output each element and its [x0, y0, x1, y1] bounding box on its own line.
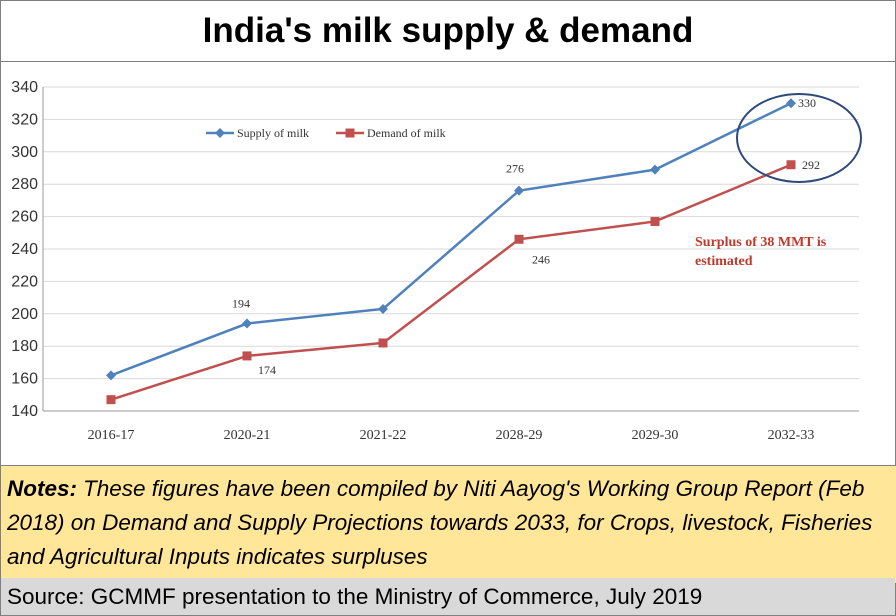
legend-marker: [345, 128, 355, 138]
x-tick-label: 2028-29: [496, 428, 543, 443]
source-line: Source: GCMMF presentation to the Minist…: [1, 578, 895, 615]
notes-box: Notes: These figures have been compiled b…: [1, 465, 896, 584]
data-label: 330: [798, 96, 816, 110]
data-point: [514, 234, 524, 244]
series-line-supply: [110, 102, 792, 377]
x-tick-label: 2020-21: [224, 428, 271, 443]
data-label: 292: [802, 158, 820, 172]
annotation-text: Surplus of 38 MMT is: [695, 235, 827, 250]
highlight-ellipse: [736, 92, 862, 183]
y-tick-label: 260: [11, 209, 38, 226]
y-tick-label: 280: [11, 176, 38, 193]
data-point: [514, 185, 524, 196]
data-label: 194: [232, 297, 250, 311]
data-point: [786, 160, 796, 170]
legend-label: Demand of milk: [367, 126, 446, 140]
data-label: 276: [506, 162, 524, 176]
chart-svg: 140 160 180 200 220 240 260 280 300 320 340 2016-17…: [11, 79, 862, 443]
data-point: [106, 395, 116, 405]
y-tick-label: 220: [11, 273, 38, 290]
y-tick-label: 300: [11, 144, 38, 161]
x-tick-label: 2016-17: [88, 428, 135, 443]
data-point: [242, 318, 252, 329]
data-point: [106, 370, 116, 381]
y-tick-label: 180: [11, 338, 38, 355]
data-point: [242, 351, 252, 361]
data-label: 246: [532, 252, 550, 266]
y-tick-label: 320: [11, 111, 38, 128]
y-tick-label: 340: [11, 79, 38, 96]
notes-text: These figures have been compiled by Niti…: [7, 476, 873, 569]
page-title: India's milk supply & demand: [1, 1, 895, 62]
notes-lead: Notes:: [7, 476, 78, 501]
y-tick-label: 240: [11, 241, 38, 258]
data-point: [786, 98, 796, 109]
x-tick-label: 2021-22: [360, 428, 407, 443]
data-point: [650, 164, 660, 175]
y-tick-label: 140: [11, 403, 38, 420]
line-chart: 140 160 180 200 220 240 260 280 300 320 340 2016-17…: [1, 62, 895, 464]
data-label: 174: [258, 363, 276, 377]
y-tick-label: 160: [11, 371, 38, 388]
data-point: [378, 303, 388, 314]
y-tick-label: 200: [11, 306, 38, 323]
data-point: [650, 216, 660, 226]
x-tick-label: 2032-33: [768, 428, 815, 443]
annotation-text: estimated: [695, 254, 753, 269]
data-point: [378, 338, 388, 348]
series-line-demand: [110, 163, 792, 401]
legend-marker: [215, 128, 225, 138]
legend-label: Supply of milk: [237, 126, 309, 140]
x-tick-label: 2029-30: [632, 428, 679, 443]
